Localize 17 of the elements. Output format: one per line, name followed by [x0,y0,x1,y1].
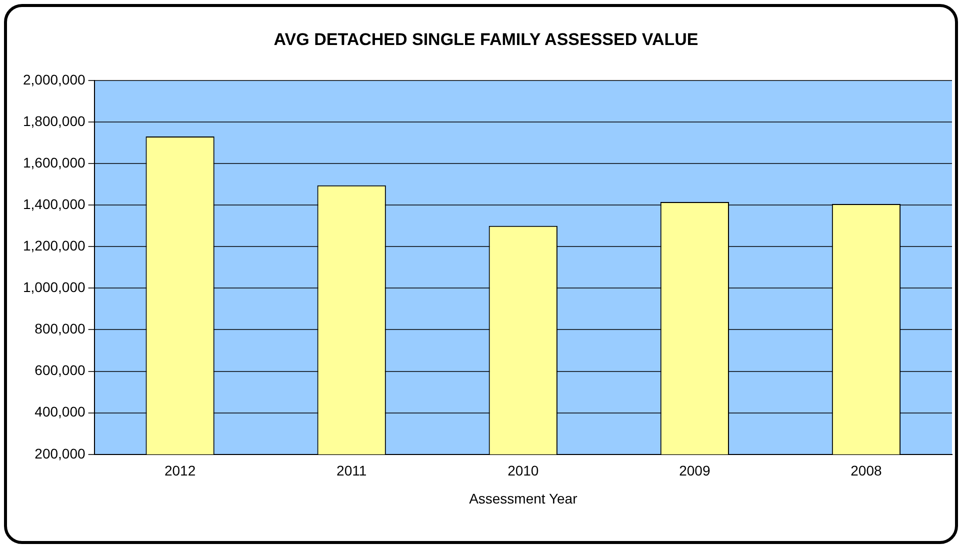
y-tick-label: 800,000 [34,320,86,337]
y-tick-label: 1,400,000 [22,196,86,212]
y-tick-label: 200,000 [34,445,86,462]
x-tick-label: 2008 [850,462,882,479]
y-tick-label: 1,600,000 [22,154,86,170]
x-tick-label: 2010 [508,462,539,479]
chart-title: AVG DETACHED SINGLE FAMILY ASSESSED VALUE [274,30,698,49]
x-axis-title: Assessment Year [469,490,578,506]
x-tick-label: 2012 [164,462,196,479]
x-tick-label: 2011 [336,462,367,479]
y-tick-label: 1,000,000 [22,279,86,296]
y-tick-label: 1,200,000 [22,237,86,254]
x-tick-label: 2009 [679,462,710,479]
y-tick-label: 400,000 [34,404,86,420]
y-tick-label: 600,000 [34,362,86,378]
y-tick-label: 2,000,000 [22,71,86,88]
y-tick-label: 1,800,000 [22,112,86,129]
